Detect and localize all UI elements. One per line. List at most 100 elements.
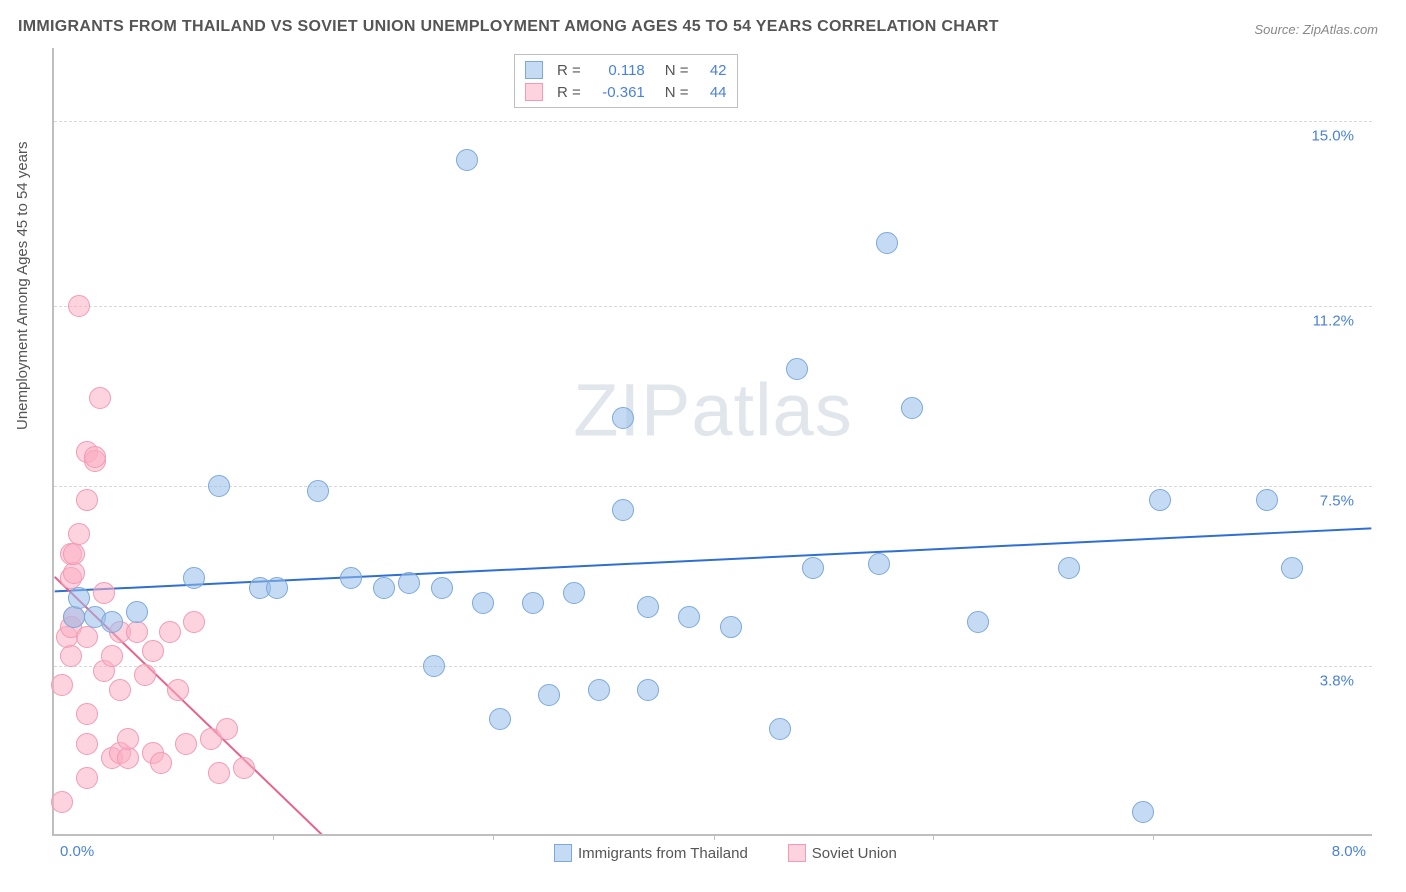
gridline-h [54,486,1372,487]
data-point [489,708,511,730]
legend-swatch [554,844,572,862]
legend-correlation-row: R =-0.361N =44 [525,81,727,103]
r-value: -0.361 [589,84,645,101]
data-point [538,684,560,706]
data-point [76,626,98,648]
data-point [876,232,898,254]
gridline-h [54,306,1372,307]
data-point [101,611,123,633]
data-point [769,718,791,740]
trendlines-layer [54,48,1372,834]
data-point [150,752,172,774]
data-point [472,592,494,614]
y-tick-label: 7.5% [1320,492,1354,509]
data-point [1132,801,1154,823]
r-label: R = [557,62,581,79]
y-tick-label: 3.8% [1320,672,1354,689]
legend-label: Immigrants from Thailand [578,845,748,862]
legend-swatch [525,83,543,101]
data-point [76,703,98,725]
data-point [1058,557,1080,579]
data-point [563,582,585,604]
data-point [167,679,189,701]
data-point [233,757,255,779]
data-point [967,611,989,633]
data-point [802,557,824,579]
y-axis-label: Unemployment Among Ages 45 to 54 years [14,141,31,430]
data-point [142,640,164,662]
data-point [51,791,73,813]
data-point [678,606,700,628]
x-tick [933,834,934,840]
data-point [786,358,808,380]
data-point [63,562,85,584]
data-point [340,567,362,589]
data-point [51,674,73,696]
data-point [208,475,230,497]
plot-area: ZIPatlas R =0.118N =42R =-0.361N =44 Imm… [52,48,1372,836]
data-point [126,621,148,643]
data-point [134,664,156,686]
legend-correlation-row: R = 0.118 N = 42 [525,59,727,81]
data-point [637,596,659,618]
data-point [117,747,139,769]
y-tick-label: 15.0% [1311,127,1354,144]
data-point [637,679,659,701]
x-tick [1153,834,1154,840]
data-point [175,733,197,755]
x-tick [714,834,715,840]
data-point [423,655,445,677]
data-point [60,645,82,667]
data-point [208,762,230,784]
data-point [1281,557,1303,579]
data-point [68,587,90,609]
data-point [183,567,205,589]
n-value: 44 [697,84,727,101]
data-point [84,446,106,468]
gridline-h [54,666,1372,667]
x-tick-label: 0.0% [60,843,94,860]
data-point [68,523,90,545]
data-point [901,397,923,419]
data-point [93,582,115,604]
x-tick-label: 8.0% [1332,843,1366,860]
data-point [63,543,85,565]
data-point [126,601,148,623]
data-point [109,679,131,701]
r-value: 0.118 [589,62,645,79]
legend-series: Immigrants from Thailand Soviet Union [554,844,897,862]
n-label: N = [665,62,689,79]
data-point [868,553,890,575]
gridline-h [54,121,1372,122]
data-point [612,407,634,429]
y-tick-label: 11.2% [1313,312,1354,329]
data-point [398,572,420,594]
x-tick [493,834,494,840]
legend-swatch [525,61,543,79]
data-point [266,577,288,599]
data-point [720,616,742,638]
legend-label: Soviet Union [812,845,897,862]
n-value: 42 [697,62,727,79]
data-point [307,480,329,502]
data-point [101,645,123,667]
data-point [68,295,90,317]
r-label: R = [557,84,581,101]
data-point [76,733,98,755]
chart-title: IMMIGRANTS FROM THAILAND VS SOVIET UNION… [18,18,999,36]
x-tick [273,834,274,840]
data-point [76,767,98,789]
data-point [431,577,453,599]
data-point [183,611,205,633]
data-point [522,592,544,614]
legend-correlation-box: R =0.118N =42R =-0.361N =44 [514,54,738,108]
data-point [373,577,395,599]
data-point [117,728,139,750]
data-point [76,489,98,511]
data-point [456,149,478,171]
data-point [1256,489,1278,511]
data-point [159,621,181,643]
legend-item: Immigrants from Thailand [554,844,748,862]
data-point [1149,489,1171,511]
legend-item: Soviet Union [788,844,897,862]
